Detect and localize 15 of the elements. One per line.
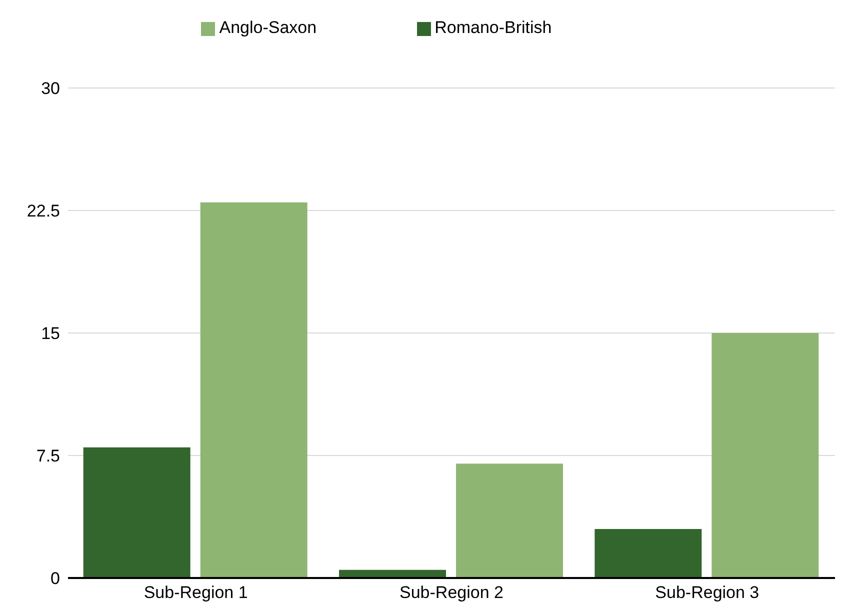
legend-label: Anglo-Saxon	[219, 18, 317, 37]
y-tick-label: 30	[41, 79, 60, 98]
x-tick-label: Sub-Region 3	[655, 583, 760, 602]
bar	[200, 202, 308, 578]
legend-label: Romano-British	[434, 18, 552, 37]
x-tick-label: Sub-Region 1	[144, 583, 248, 602]
y-tick-label: 7.5	[36, 446, 60, 466]
bar	[456, 464, 564, 578]
bar	[594, 529, 702, 578]
y-tick-label: 15	[41, 324, 60, 344]
x-tick-label: Sub-Region 2	[400, 583, 504, 602]
bar	[83, 447, 190, 578]
bar	[712, 333, 819, 578]
y-tick-label: 0	[50, 569, 60, 588]
y-tick-label: 22.5	[26, 202, 60, 221]
